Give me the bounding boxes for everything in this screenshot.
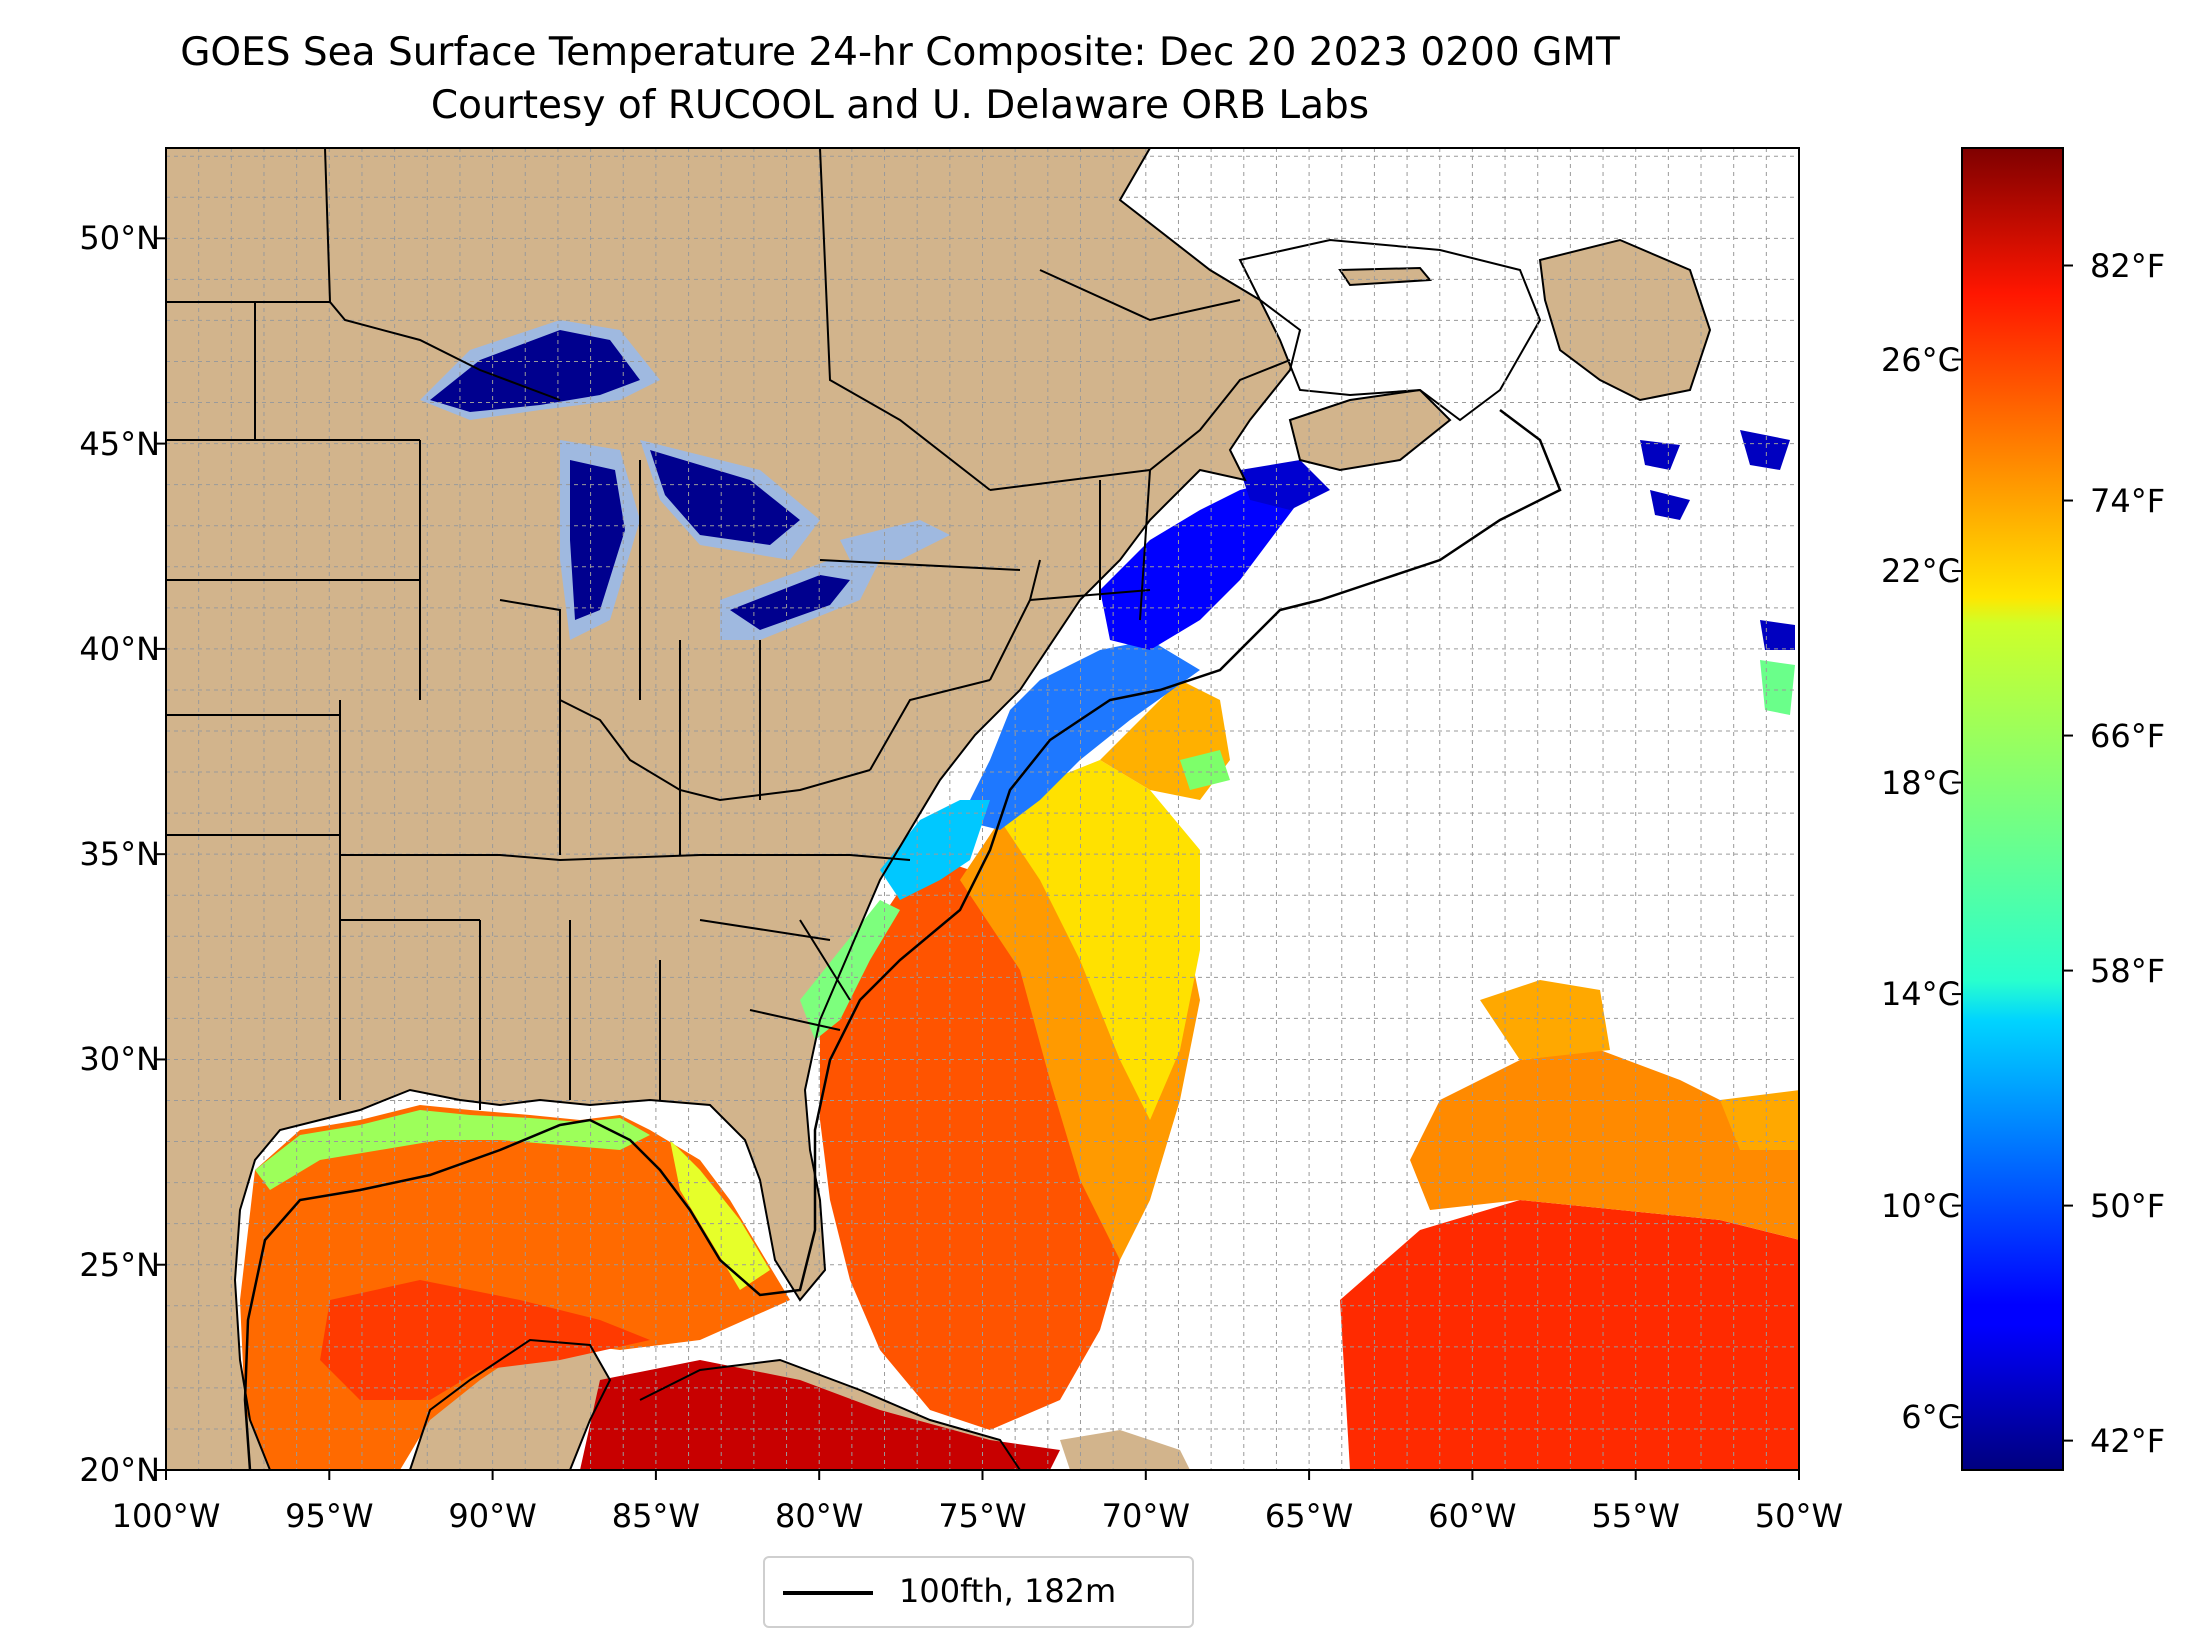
colorbar-label-celsius: 10°C <box>1880 1186 1960 1225</box>
sst-nf-cold-patches <box>1640 430 1795 650</box>
lon-ticks <box>165 1470 1800 1480</box>
legend-line-swatch <box>783 1591 873 1595</box>
gulf-st-lawrence <box>1238 238 1542 422</box>
colorbar <box>1961 147 2064 1471</box>
lat-tick-label: 20°N <box>79 1451 160 1489</box>
lat-tick-label: 40°N <box>79 629 160 668</box>
sst-atlantic-yellow <box>1000 760 1200 1120</box>
lon-tick-label: 85°W <box>611 1497 701 1535</box>
lat-tick-label: 50°N <box>79 219 160 258</box>
sst-se-atlantic-patches <box>1480 980 1799 1150</box>
lat-ticks <box>156 237 166 1471</box>
colorbar-ticks <box>1952 264 2073 1442</box>
map-subtitle: Courtesy of RUCOOL and U. Delaware ORB L… <box>430 83 1370 128</box>
lake-cold-patches <box>430 330 850 630</box>
colorbar-label-celsius: 14°C <box>1880 975 1960 1014</box>
lat-tick-label: 35°N <box>79 835 160 874</box>
lat-tick-label: 25°N <box>79 1245 160 1284</box>
map-title: GOES Sea Surface Temperature 24-hr Compo… <box>180 30 1620 75</box>
sst-se-atlantic <box>1340 1200 1799 1470</box>
lon-tick-label: 75°W <box>938 1497 1027 1535</box>
land-north-america <box>166 148 1300 1470</box>
lon-tick-label: 55°W <box>1591 1497 1680 1535</box>
colorbar-label-fahrenheit: 58°F <box>2090 951 2166 990</box>
colorbar-label-fahrenheit: 66°F <box>2090 716 2166 755</box>
sst-nf-green <box>1760 660 1795 715</box>
isobath-100fth <box>243 409 1562 1470</box>
land-nova-scotia <box>1290 390 1450 470</box>
sst-se-coast-green <box>800 900 900 1040</box>
colorbar-label-celsius: 26°C <box>1880 340 1960 379</box>
lat-tick-label: 30°N <box>79 1040 160 1079</box>
sst-gulf-coastal-green <box>255 1110 650 1190</box>
colorbar-label-celsius: 22°C <box>1880 552 1960 591</box>
colorbar-label-fahrenheit: 42°F <box>2090 1421 2166 1460</box>
lon-tick-label: 65°W <box>1264 1497 1354 1535</box>
lon-tick-label: 60°W <box>1428 1497 1517 1535</box>
colorbar-label-fahrenheit: 50°F <box>2090 1186 2166 1225</box>
legend: 100fth, 182m <box>763 1556 1194 1628</box>
sst-caribbean <box>580 1360 1060 1470</box>
sst-scotian-blue <box>1240 460 1330 510</box>
lon-tick-label: 70°W <box>1101 1497 1190 1535</box>
graticule <box>166 148 1799 1470</box>
political-borders <box>166 148 1291 1110</box>
lon-tick-label: 90°W <box>448 1497 537 1535</box>
sst-georges-green <box>1180 750 1230 790</box>
legend-label: 100fth, 182m <box>899 1572 1117 1610</box>
land-hispaniola <box>1060 1430 1190 1470</box>
lon-tick-label: 50°W <box>1754 1497 1844 1535</box>
colorbar-label-fahrenheit: 74°F <box>2090 481 2166 520</box>
lat-tick-label: 45°N <box>79 424 160 463</box>
coastlines <box>233 148 1712 1470</box>
colorbar-label-fahrenheit: 82°F <box>2090 246 2166 285</box>
lon-tick-label: 95°W <box>285 1497 374 1535</box>
sst-west-fl-shelf <box>670 1140 770 1290</box>
lon-tick-label: 80°W <box>775 1497 864 1535</box>
colorbar-label-celsius: 6°C <box>1901 1398 1960 1437</box>
colorbar-label-celsius: 18°C <box>1880 763 1960 802</box>
lon-tick-label: 100°W <box>111 1497 221 1535</box>
land-anticosti <box>1338 266 1433 287</box>
sst-se-atlantic-orange <box>1410 1050 1799 1240</box>
sst-hatteras-cyan <box>880 800 990 900</box>
sst-gulf-warm-core <box>320 1280 650 1400</box>
